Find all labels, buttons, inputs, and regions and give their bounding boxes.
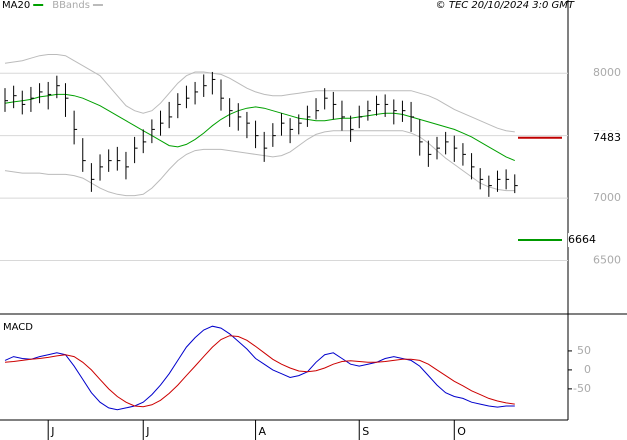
price-bar bbox=[393, 99, 397, 125]
price-bar bbox=[410, 101, 415, 132]
level-label: 7483 bbox=[593, 131, 621, 144]
price-bar bbox=[4, 88, 8, 112]
level-label-bg bbox=[568, 233, 598, 248]
price-bar bbox=[332, 91, 337, 120]
price-bar bbox=[358, 105, 363, 129]
y-tick-label: 7000 bbox=[593, 191, 621, 204]
price-bar bbox=[237, 103, 242, 131]
y-tick-label: 6500 bbox=[593, 254, 621, 267]
price-bar bbox=[289, 118, 294, 144]
price-bar bbox=[315, 98, 320, 120]
x-tick-label: S bbox=[362, 425, 369, 438]
price-bar bbox=[488, 175, 492, 197]
price-bar bbox=[246, 111, 250, 139]
price-bar bbox=[142, 129, 147, 154]
price-bar bbox=[39, 83, 43, 104]
legend-label: BBands bbox=[52, 0, 90, 11]
price-bar bbox=[64, 83, 69, 117]
level-label-bg bbox=[593, 130, 623, 145]
price-bar bbox=[462, 143, 466, 166]
price-bar bbox=[203, 74, 207, 97]
ma-line bbox=[4, 93, 515, 162]
price-bar bbox=[401, 100, 406, 122]
price-bar bbox=[151, 119, 155, 144]
price-bar bbox=[220, 79, 224, 111]
price-bar bbox=[99, 154, 104, 181]
price-bar bbox=[30, 86, 34, 112]
y-tick-label: 0 bbox=[584, 363, 591, 376]
y-tick-label: 8000 bbox=[593, 66, 621, 79]
price-bar bbox=[419, 119, 423, 156]
price-bar bbox=[255, 120, 259, 149]
price-bar bbox=[116, 146, 121, 171]
bband-upper bbox=[4, 54, 515, 133]
legend-label: MA20 bbox=[2, 0, 30, 11]
price-bar bbox=[427, 140, 432, 167]
y-tick-label: 50 bbox=[577, 344, 591, 357]
y-tick-label: -50 bbox=[573, 382, 591, 395]
price-bar bbox=[341, 100, 345, 131]
price-bar bbox=[177, 93, 181, 119]
price-bar bbox=[306, 105, 311, 127]
copyright: © TEC 20/10/2024 3:0 GMT bbox=[436, 0, 575, 11]
price-bar bbox=[471, 153, 475, 180]
price-bar bbox=[108, 149, 112, 172]
price-bar bbox=[185, 85, 190, 109]
x-tick-label: O bbox=[457, 425, 466, 438]
macd-line bbox=[4, 325, 515, 411]
price-bar bbox=[56, 75, 60, 99]
price-bar bbox=[90, 163, 95, 192]
price-bar bbox=[505, 169, 510, 190]
x-tick-label: A bbox=[259, 425, 267, 438]
panel-title: MACD bbox=[3, 322, 33, 333]
price-bar bbox=[47, 81, 52, 110]
price-bar bbox=[436, 136, 440, 160]
price-bar bbox=[280, 113, 285, 136]
price-bar bbox=[376, 95, 380, 116]
price-bar bbox=[194, 81, 199, 105]
x-tick-label: J bbox=[50, 425, 54, 438]
macd-line bbox=[4, 335, 515, 408]
price-bar bbox=[168, 101, 173, 129]
bband-lower bbox=[4, 130, 515, 197]
price-bar bbox=[453, 135, 458, 162]
price-bar bbox=[211, 71, 216, 95]
x-tick-label: J bbox=[145, 425, 149, 438]
price-bar bbox=[125, 151, 129, 180]
price-bar bbox=[160, 110, 164, 136]
price-bar bbox=[298, 114, 302, 135]
price-bar bbox=[13, 85, 17, 109]
price-bar bbox=[479, 168, 484, 190]
price-bar bbox=[496, 170, 501, 192]
price-bar bbox=[350, 115, 354, 142]
price-bar bbox=[272, 123, 276, 147]
price-bar bbox=[82, 138, 86, 172]
price-bar bbox=[514, 174, 518, 194]
price-bar bbox=[324, 88, 328, 110]
price-bar bbox=[384, 94, 389, 117]
price-bar bbox=[367, 100, 371, 121]
level-label: 6664 bbox=[568, 233, 596, 246]
price-bar bbox=[445, 131, 449, 155]
price-bar bbox=[73, 110, 78, 145]
price-bar bbox=[134, 136, 138, 164]
price-bar bbox=[21, 90, 26, 115]
price-bar bbox=[229, 98, 233, 127]
price-bar bbox=[263, 131, 268, 162]
